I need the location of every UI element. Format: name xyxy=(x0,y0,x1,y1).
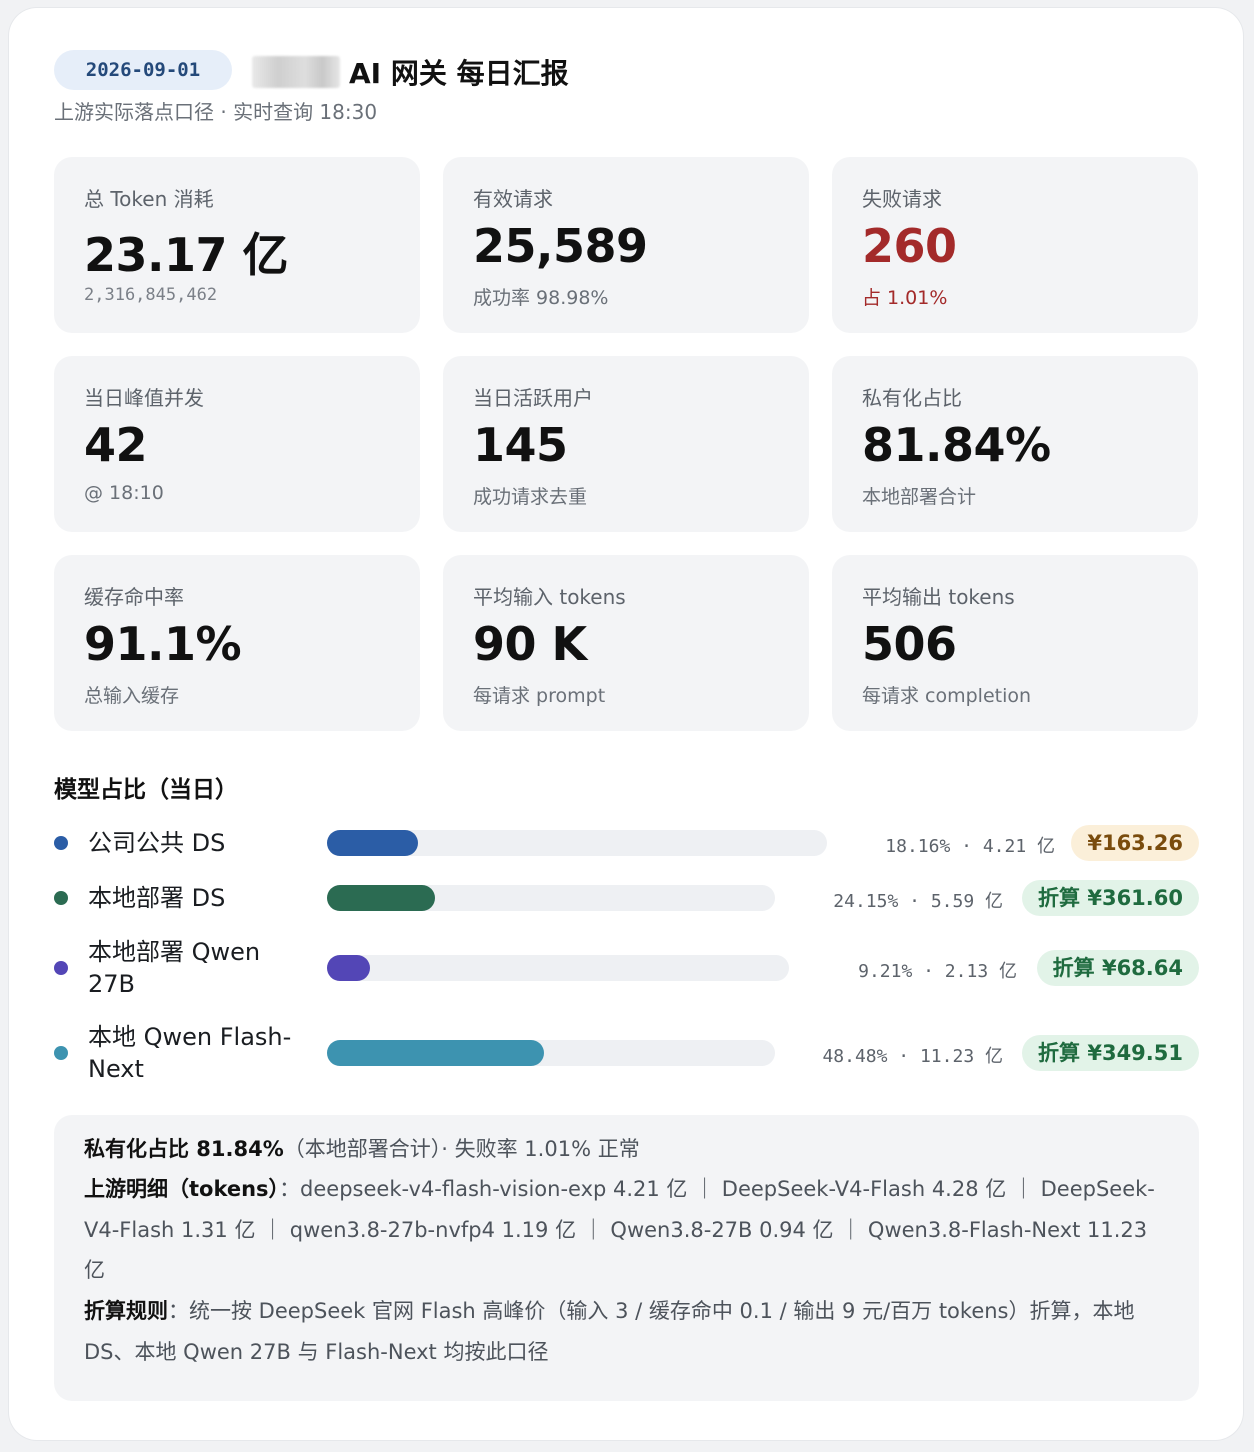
notes-summary-text: （本地部署合计）· 失败率 1.01% 正常 xyxy=(283,1137,640,1161)
summary-notes: 私有化占比 81.84%（本地部署合计）· 失败率 1.01% 正常 上游明细（… xyxy=(54,1115,1199,1401)
model-share-bar xyxy=(327,955,370,981)
model-row: 本地 Qwen Flash-Next 48.48% · 11.23 亿 折算 ¥… xyxy=(54,1018,1199,1088)
model-share-track xyxy=(327,830,827,856)
stat-note: @ 18:10 xyxy=(84,482,164,504)
stat-value: 23.17 亿 xyxy=(84,228,289,282)
stat-label: 失败请求 xyxy=(862,187,942,211)
model-share-track xyxy=(327,955,789,981)
stat-note: 成功请求去重 xyxy=(473,486,588,508)
stat-value: 506 xyxy=(862,617,957,671)
stat-note: 每请求 completion xyxy=(862,685,1032,707)
stat-note: 本地部署合计 xyxy=(862,486,977,508)
stat-note: 2,316,845,462 xyxy=(84,285,218,305)
notes-upstream-text: ：deepseek-v4-flash-vision-exp 4.21 亿 ｜ D… xyxy=(84,1177,1155,1282)
model-color-dot xyxy=(54,961,68,975)
model-color-dot xyxy=(54,1046,68,1060)
notes-conversion-rule: 折算规则：统一按 DeepSeek 官网 Flash 高峰价（输入 3 / 缓存… xyxy=(84,1291,1174,1372)
stat-label: 当日峰值并发 xyxy=(84,386,204,410)
model-row: 本地部署 Qwen 27B 9.21% · 2.13 亿 折算 ¥68.64 xyxy=(54,933,1199,1003)
notes-summary-line: 私有化占比 81.84%（本地部署合计）· 失败率 1.01% 正常 xyxy=(84,1129,1174,1170)
model-price-badge: 折算 ¥68.64 xyxy=(1036,950,1199,986)
stat-label: 缓存命中率 xyxy=(84,585,184,609)
stat-avg-input-tokens: 平均输入 tokens 90 K 每请求 prompt xyxy=(443,555,809,731)
model-name: 本地部署 DS xyxy=(88,884,226,912)
model-share-stats: 48.48% · 11.23 亿 xyxy=(822,1046,1003,1067)
model-color-dot xyxy=(54,891,68,905)
stat-note: 每请求 prompt xyxy=(473,685,606,707)
stat-private-share: 私有化占比 81.84% 本地部署合计 xyxy=(832,356,1198,532)
stat-active-users: 当日活跃用户 145 成功请求去重 xyxy=(443,356,809,532)
stat-failed-requests: 失败请求 260 占 1.01% xyxy=(832,157,1198,333)
model-row: 公司公共 DS 18.16% · 4.21 亿 ¥163.26 xyxy=(54,823,1199,863)
notes-upstream-bold: 上游明细（tokens） xyxy=(84,1177,280,1201)
stat-label: 私有化占比 xyxy=(862,386,962,410)
report-card: 2026-09-01 AI 网关 每日汇报 上游实际落点口径 · 实时查询 18… xyxy=(9,8,1243,1440)
stat-valid-requests: 有效请求 25,589 成功率 98.98% xyxy=(443,157,809,333)
model-share-track xyxy=(327,1040,775,1066)
model-color-dot xyxy=(54,836,68,850)
notes-upstream-detail: 上游明细（tokens）：deepseek-v4-flash-vision-ex… xyxy=(84,1169,1174,1291)
model-name: 公司公共 DS xyxy=(88,829,226,857)
stat-label: 当日活跃用户 xyxy=(473,386,593,410)
page-subtitle: 上游实际落点口径 · 实时查询 18:30 xyxy=(54,100,378,124)
date-badge: 2026-09-01 xyxy=(54,50,232,90)
stat-value: 260 xyxy=(862,219,957,273)
model-price-badge: ¥163.26 xyxy=(1071,825,1199,861)
stat-total-tokens: 总 Token 消耗 23.17 亿 2,316,845,462 xyxy=(54,157,420,333)
stat-value: 81.84% xyxy=(862,418,1051,472)
model-share-title: 模型占比（当日） xyxy=(54,777,238,803)
stat-value: 42 xyxy=(84,418,148,472)
stat-label: 总 Token 消耗 xyxy=(84,187,214,211)
model-share-stats: 9.21% · 2.13 亿 xyxy=(858,961,1017,982)
model-share-bar xyxy=(327,1040,545,1066)
stat-note: 占 1.01% xyxy=(862,287,948,309)
model-price-badge: 折算 ¥361.60 xyxy=(1022,880,1199,916)
redacted-org-name xyxy=(252,56,340,88)
stat-label: 平均输出 tokens xyxy=(862,585,1015,609)
model-share-bar xyxy=(327,830,418,856)
model-share-stats: 18.16% · 4.21 亿 xyxy=(885,836,1055,857)
model-share-track xyxy=(327,885,775,911)
model-share-bar xyxy=(327,885,436,911)
model-share-stats: 24.15% · 5.59 亿 xyxy=(833,891,1003,912)
stat-cache-hit-rate: 缓存命中率 91.1% 总输入缓存 xyxy=(54,555,420,731)
stat-value: 91.1% xyxy=(84,617,242,671)
stat-note: 成功率 98.98% xyxy=(473,287,609,309)
stat-peak-concurrency: 当日峰值并发 42 @ 18:10 xyxy=(54,356,420,532)
notes-rule-text: ：统一按 DeepSeek 官网 Flash 高峰价（输入 3 / 缓存命中 0… xyxy=(84,1299,1135,1364)
page-title: AI 网关 每日汇报 xyxy=(349,57,569,90)
notes-summary-bold: 私有化占比 81.84% xyxy=(84,1137,284,1161)
stat-value: 90 K xyxy=(473,617,587,671)
model-name: 本地部署 Qwen 27B xyxy=(88,938,261,998)
model-name: 本地 Qwen Flash-Next xyxy=(88,1023,292,1083)
stat-value: 145 xyxy=(473,418,568,472)
model-price-badge: 折算 ¥349.51 xyxy=(1022,1035,1199,1071)
stat-label: 平均输入 tokens xyxy=(473,585,626,609)
stat-value: 25,589 xyxy=(473,219,648,273)
notes-rule-bold: 折算规则 xyxy=(84,1299,168,1323)
stat-avg-output-tokens: 平均输出 tokens 506 每请求 completion xyxy=(832,555,1198,731)
model-row: 本地部署 DS 24.15% · 5.59 亿 折算 ¥361.60 xyxy=(54,878,1199,918)
stat-note: 总输入缓存 xyxy=(84,685,180,707)
stat-label: 有效请求 xyxy=(473,187,553,211)
